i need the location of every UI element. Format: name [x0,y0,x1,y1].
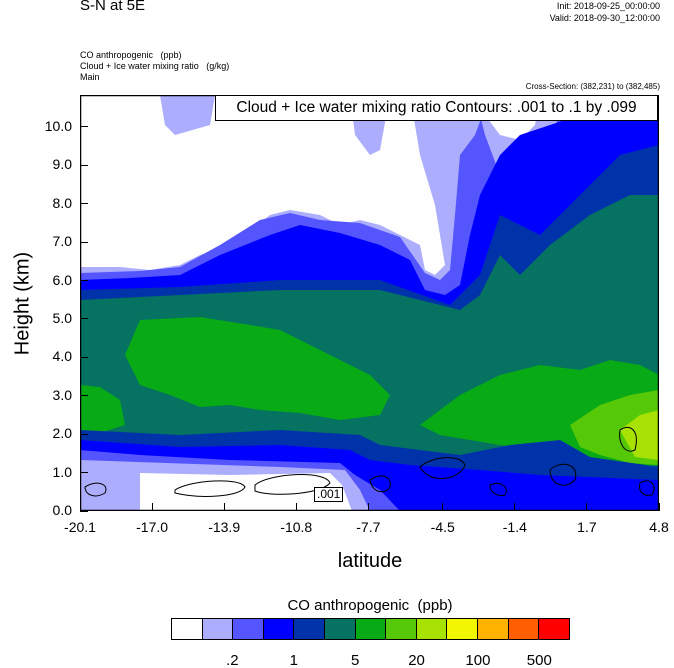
field-cloud: Cloud + Ice water mixing ratio (g/kg) [80,61,230,71]
contour-line [254,474,331,495]
contour-line [549,463,577,486]
field-green-left [80,385,125,433]
y-tick-mark [80,241,88,243]
contour-line [639,480,655,496]
x-tick-label: -17.0 [136,519,169,535]
colorbar-label: 20 [408,652,425,668]
colorbar-swatch [478,619,509,639]
y-tick-label: 3.0 [52,386,72,403]
x-tick-mark [151,503,153,511]
x-tick-label: -20.1 [64,519,96,535]
x-tick-mark [442,503,444,511]
colorbar [171,618,570,640]
x-tick-label: -10.8 [280,519,313,535]
colorbar-title: CO anthropogenic (ppb) [287,597,453,614]
y-tick-mark [80,510,88,512]
colorbar-swatch [202,619,234,639]
x-tick-label: -7.7 [356,519,381,535]
x-tick-label: 1.7 [577,519,597,535]
y-tick-mark [80,280,88,282]
y-tick-mark [80,356,88,358]
y-tick-label: 1.0 [52,463,72,480]
y-tick-label: 6.0 [52,271,72,288]
x-tick-mark [295,503,297,511]
colorbar-swatch [416,619,448,639]
field-bottom-white [140,473,352,511]
x-tick-mark [658,503,660,511]
contour-line [419,457,466,480]
colorbar-swatch [325,619,356,639]
x-tick-mark [367,503,369,511]
field-list: CO anthropogenic (ppb) Cloud + Ice water… [80,50,229,83]
colorbar-swatch [447,619,479,639]
y-tick-mark [80,395,88,397]
x-tick-mark [586,503,588,511]
contour-line [174,480,246,497]
colorbar-label: 100 [465,652,491,668]
y-tick-mark [80,472,88,474]
contour-info-box: Cloud + Ice water mixing ratio Contours:… [215,95,658,121]
x-tick-label: -13.9 [208,519,241,535]
field-co: CO anthropogenic (ppb) [80,50,182,60]
contour-line [489,482,507,496]
colorbar-swatch [355,619,387,639]
colorbar-swatch [508,619,540,639]
field-white-top [80,95,445,275]
x-tick-label: -1.4 [502,519,527,535]
contour-line [369,475,391,493]
time-info: Init: 2018-09-25_00:00:00 Valid: 2018-09… [550,0,660,24]
init-time: Init: 2018-09-25_00:00:00 [556,1,660,11]
colorbar-label: 500 [526,652,552,668]
colorbar-swatch [263,619,295,639]
x-tick-mark [223,503,225,511]
colorbar-label: .2 [226,652,239,668]
y-axis-label: Height (km) [11,251,34,356]
colorbar-label: 5 [350,652,360,668]
colorbar-swatch [172,619,203,639]
x-tick-label: 4.8 [649,519,669,535]
y-tick-label: 0.0 [52,502,72,518]
y-tick-label: 4.0 [52,348,72,365]
y-tick-label: 8.0 [52,194,72,211]
colorbar-label: 1 [289,652,298,668]
y-tick-mark [80,433,88,435]
y-tick-label: 2.0 [52,425,72,442]
y-tick-label: 10.0 [44,117,72,134]
colorbar-swatch [386,619,417,639]
colorbar-swatch [294,619,326,639]
y-tick-label: 7.0 [52,233,72,250]
colorbar-swatch [233,619,264,639]
x-tick-mark [514,503,516,511]
x-tick-label: -4.5 [430,519,455,535]
cross-section-label: Cross-Section: (382,231) to (382,485) [525,82,660,91]
cloud-contours [84,426,655,497]
contour-value-label: .001 [314,487,344,502]
y-tick-label: 9.0 [52,156,72,173]
colorbar-swatch [539,619,569,639]
y-tick-mark [80,164,88,166]
y-tick-mark [80,318,88,320]
y-tick-mark [80,126,88,128]
x-axis-label: latitude [337,550,403,572]
field-main: Main [80,72,100,82]
y-tick-label: 5.0 [52,309,72,326]
x-tick-mark [79,503,81,511]
contour-line [619,426,637,452]
valid-time: Valid: 2018-09-30_12:00:00 [549,13,660,23]
plot-title: S-N at 5E [80,0,146,14]
field-green-center [125,317,390,420]
contour-line [84,482,107,497]
y-tick-mark [80,203,88,205]
field-yellowgreen [620,410,659,460]
